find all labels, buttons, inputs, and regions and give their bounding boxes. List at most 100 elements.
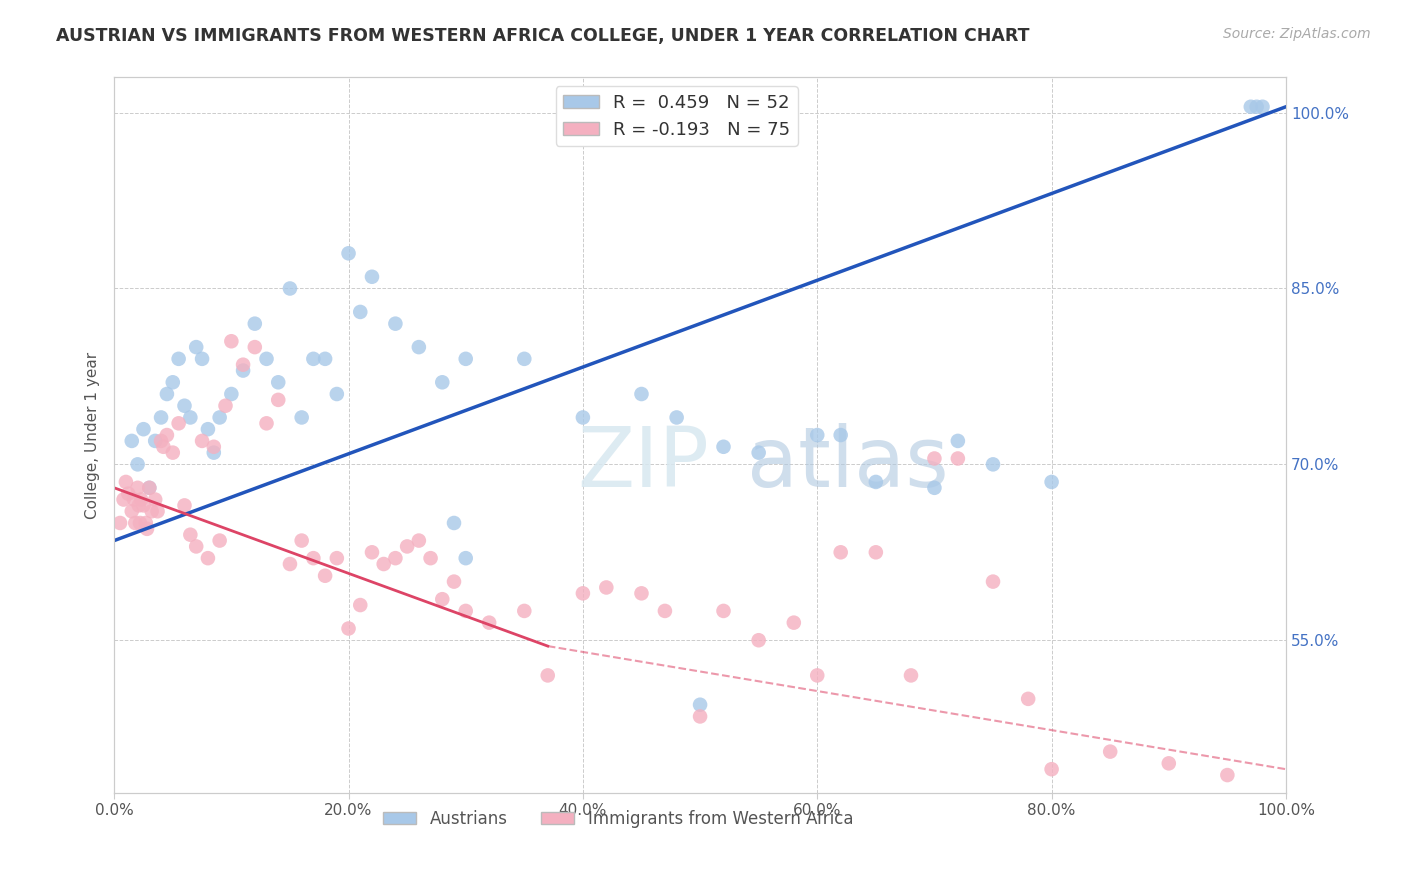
Point xyxy=(243,317,266,331)
Point xyxy=(1251,100,1274,114)
Point xyxy=(314,568,336,582)
Point xyxy=(179,527,201,541)
Point xyxy=(396,540,419,554)
Point xyxy=(1240,100,1263,114)
Text: Source: ZipAtlas.com: Source: ZipAtlas.com xyxy=(1223,27,1371,41)
Point xyxy=(208,533,231,548)
Point xyxy=(173,399,195,413)
Point xyxy=(302,551,325,566)
Text: AUSTRIAN VS IMMIGRANTS FROM WESTERN AFRICA COLLEGE, UNDER 1 YEAR CORRELATION CHA: AUSTRIAN VS IMMIGRANTS FROM WESTERN AFRI… xyxy=(56,27,1029,45)
Point xyxy=(122,492,145,507)
Point xyxy=(121,504,143,518)
Point xyxy=(443,574,465,589)
Point xyxy=(689,709,711,723)
Text: atlas: atlas xyxy=(747,423,949,504)
Point xyxy=(443,516,465,530)
Point xyxy=(221,387,243,401)
Point xyxy=(1157,756,1180,771)
Point xyxy=(1246,100,1268,114)
Point xyxy=(202,445,225,459)
Point xyxy=(408,533,430,548)
Point xyxy=(156,428,179,442)
Point xyxy=(132,422,155,436)
Point xyxy=(232,358,254,372)
Point xyxy=(408,340,430,354)
Point xyxy=(186,340,208,354)
Point xyxy=(197,551,219,566)
Point xyxy=(830,428,852,442)
Point xyxy=(981,458,1004,472)
Point xyxy=(278,281,301,295)
Point xyxy=(946,451,969,466)
Point xyxy=(689,698,711,712)
Point xyxy=(349,305,371,319)
Point xyxy=(232,363,254,377)
Point xyxy=(129,516,152,530)
Point xyxy=(454,351,477,366)
Point xyxy=(146,504,169,518)
Text: ZIP: ZIP xyxy=(576,423,709,504)
Point xyxy=(1040,475,1063,489)
Point xyxy=(136,522,159,536)
Point xyxy=(117,486,139,500)
Point xyxy=(900,668,922,682)
Point xyxy=(150,434,173,448)
Point xyxy=(141,504,163,518)
Point xyxy=(513,351,536,366)
Point xyxy=(124,516,146,530)
Point xyxy=(121,434,143,448)
Point xyxy=(384,551,406,566)
Point xyxy=(630,586,652,600)
Point xyxy=(373,557,395,571)
Point xyxy=(302,351,325,366)
Point xyxy=(267,376,290,390)
Point xyxy=(537,668,560,682)
Point xyxy=(108,516,131,530)
Point xyxy=(127,458,149,472)
Point xyxy=(630,387,652,401)
Point xyxy=(713,440,735,454)
Point xyxy=(186,540,208,554)
Point xyxy=(138,481,160,495)
Point xyxy=(278,557,301,571)
Point xyxy=(806,668,828,682)
Point xyxy=(129,492,152,507)
Point xyxy=(267,392,290,407)
Point xyxy=(1040,762,1063,776)
Point xyxy=(191,434,214,448)
Point xyxy=(361,269,384,284)
Point xyxy=(337,246,360,260)
Point xyxy=(654,604,676,618)
Point xyxy=(432,592,454,607)
Point xyxy=(806,428,828,442)
Point xyxy=(572,586,595,600)
Point xyxy=(132,499,155,513)
Point xyxy=(214,399,236,413)
Y-axis label: College, Under 1 year: College, Under 1 year xyxy=(86,351,100,518)
Point xyxy=(202,440,225,454)
Point xyxy=(179,410,201,425)
Point xyxy=(924,481,946,495)
Point xyxy=(337,622,360,636)
Point xyxy=(830,545,852,559)
Point xyxy=(112,492,135,507)
Point xyxy=(1017,691,1039,706)
Point xyxy=(361,545,384,559)
Point xyxy=(349,598,371,612)
Point xyxy=(314,351,336,366)
Point xyxy=(152,440,174,454)
Point xyxy=(191,351,214,366)
Point xyxy=(291,410,314,425)
Point xyxy=(1099,745,1122,759)
Point xyxy=(127,481,149,495)
Point xyxy=(256,351,278,366)
Point xyxy=(156,387,179,401)
Point xyxy=(135,516,157,530)
Point xyxy=(326,387,349,401)
Point xyxy=(150,410,173,425)
Point xyxy=(143,434,166,448)
Point xyxy=(384,317,406,331)
Point xyxy=(208,410,231,425)
Point xyxy=(138,481,160,495)
Point xyxy=(748,445,770,459)
